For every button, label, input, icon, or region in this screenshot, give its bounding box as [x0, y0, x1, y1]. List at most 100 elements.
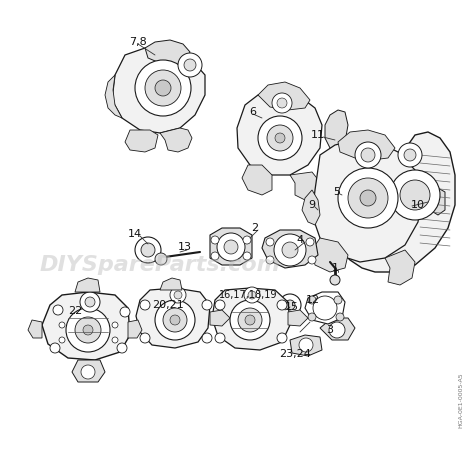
Circle shape: [274, 234, 306, 266]
Circle shape: [404, 149, 416, 161]
Text: DIYSpareParts.com: DIYSpareParts.com: [40, 255, 281, 275]
Circle shape: [120, 307, 130, 317]
Circle shape: [238, 308, 262, 332]
Text: 20,21: 20,21: [152, 300, 184, 310]
Circle shape: [330, 275, 340, 285]
Polygon shape: [42, 292, 130, 360]
Text: 7,8: 7,8: [129, 37, 147, 47]
Circle shape: [400, 180, 430, 210]
Text: 23,24: 23,24: [279, 349, 311, 359]
Circle shape: [398, 143, 422, 167]
Circle shape: [155, 80, 171, 96]
Circle shape: [285, 300, 295, 310]
Circle shape: [306, 238, 314, 246]
Circle shape: [361, 148, 375, 162]
Circle shape: [308, 296, 316, 304]
Circle shape: [140, 333, 150, 343]
Circle shape: [59, 322, 65, 328]
Circle shape: [217, 233, 245, 261]
Circle shape: [135, 237, 161, 263]
Circle shape: [224, 240, 238, 254]
Text: 16,17,18,19: 16,17,18,19: [219, 290, 277, 300]
Circle shape: [390, 170, 440, 220]
Text: 6: 6: [249, 107, 256, 117]
Circle shape: [248, 291, 256, 299]
Circle shape: [112, 322, 118, 328]
Circle shape: [243, 252, 251, 260]
Circle shape: [170, 315, 180, 325]
Polygon shape: [262, 230, 318, 268]
Polygon shape: [312, 140, 422, 262]
Circle shape: [277, 333, 287, 343]
Polygon shape: [237, 92, 322, 175]
Polygon shape: [290, 172, 320, 200]
Text: 14: 14: [128, 229, 142, 239]
Text: 12: 12: [306, 295, 320, 305]
Circle shape: [277, 300, 287, 310]
Circle shape: [329, 322, 345, 338]
Circle shape: [59, 337, 65, 343]
Circle shape: [66, 308, 110, 352]
Circle shape: [258, 116, 302, 160]
Circle shape: [178, 53, 202, 77]
Circle shape: [334, 296, 342, 304]
Circle shape: [135, 60, 191, 116]
Polygon shape: [212, 288, 290, 350]
Polygon shape: [210, 310, 230, 326]
Circle shape: [272, 93, 292, 113]
Circle shape: [184, 59, 196, 71]
Circle shape: [81, 365, 95, 379]
Circle shape: [243, 236, 251, 244]
Circle shape: [53, 305, 63, 315]
Circle shape: [245, 315, 255, 325]
Polygon shape: [160, 278, 182, 290]
Circle shape: [80, 292, 100, 312]
Polygon shape: [72, 360, 105, 382]
Circle shape: [336, 313, 344, 321]
Polygon shape: [128, 320, 142, 338]
Polygon shape: [145, 40, 190, 65]
Polygon shape: [105, 75, 122, 118]
Circle shape: [170, 287, 186, 303]
Polygon shape: [385, 250, 415, 285]
Polygon shape: [210, 228, 252, 265]
Text: 4: 4: [296, 235, 303, 245]
Circle shape: [266, 238, 274, 246]
Text: 9: 9: [309, 200, 316, 210]
Polygon shape: [136, 288, 210, 348]
Circle shape: [85, 297, 95, 307]
Circle shape: [202, 300, 212, 310]
Circle shape: [112, 337, 118, 343]
Text: 5: 5: [334, 187, 340, 197]
Polygon shape: [320, 318, 355, 340]
Circle shape: [141, 243, 155, 257]
Circle shape: [299, 338, 313, 352]
Circle shape: [155, 253, 167, 265]
Circle shape: [313, 296, 337, 320]
Circle shape: [163, 308, 187, 332]
Circle shape: [244, 287, 260, 303]
Polygon shape: [302, 190, 320, 225]
Circle shape: [215, 333, 225, 343]
Text: 1: 1: [331, 263, 338, 273]
Circle shape: [338, 168, 398, 228]
Circle shape: [266, 256, 274, 264]
Circle shape: [348, 178, 388, 218]
Circle shape: [267, 125, 293, 151]
Polygon shape: [430, 188, 445, 215]
Polygon shape: [160, 128, 192, 152]
Polygon shape: [125, 130, 158, 152]
Circle shape: [155, 300, 195, 340]
Circle shape: [308, 313, 316, 321]
Polygon shape: [28, 320, 42, 338]
Circle shape: [145, 70, 181, 106]
Text: 13: 13: [178, 242, 192, 252]
Circle shape: [50, 343, 60, 353]
Circle shape: [308, 256, 316, 264]
Polygon shape: [305, 292, 345, 324]
Circle shape: [202, 333, 212, 343]
Text: 11: 11: [311, 130, 325, 140]
Text: 3: 3: [327, 325, 334, 335]
Circle shape: [282, 242, 298, 258]
Polygon shape: [242, 165, 272, 195]
